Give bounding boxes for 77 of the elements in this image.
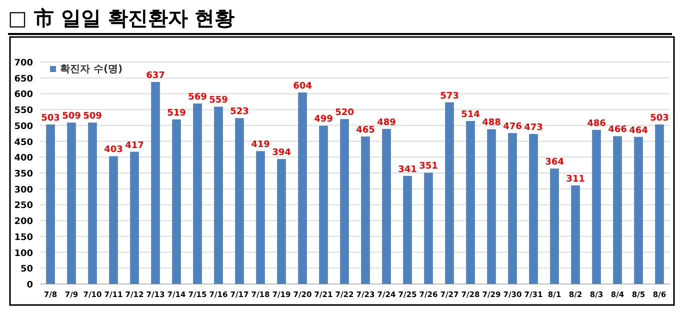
bar (550, 168, 559, 284)
data-label: 351 (419, 162, 438, 172)
data-label: 503 (650, 113, 669, 124)
y-tick-label: 250 (14, 201, 33, 212)
bar (508, 133, 517, 284)
bar (529, 134, 538, 284)
data-label: 499 (314, 114, 333, 125)
data-label: 417 (125, 140, 144, 151)
bar (424, 172, 433, 284)
data-label: 403 (104, 145, 123, 156)
data-label: 520 (335, 108, 354, 118)
data-label: 486 (587, 118, 606, 129)
bar (109, 156, 118, 284)
data-label: 489 (377, 118, 396, 128)
data-label: 519 (167, 108, 186, 118)
bar (277, 159, 286, 284)
data-label: 476 (503, 122, 522, 132)
y-tick-label: 300 (14, 185, 33, 196)
bar (88, 122, 97, 284)
data-label: 509 (83, 112, 102, 122)
bar (46, 124, 55, 284)
y-tick-label: 400 (14, 154, 33, 164)
y-tick-label: 150 (14, 232, 33, 243)
y-tick-label: 50 (20, 264, 33, 275)
bar (382, 128, 391, 284)
data-label: 573 (440, 91, 459, 102)
bar (403, 176, 412, 284)
bar (445, 102, 454, 284)
data-label: 419 (251, 140, 270, 150)
bar (592, 130, 601, 284)
legend-label: 확진자 수(명) (60, 64, 123, 75)
data-label: 311 (566, 174, 585, 184)
y-tick-label: 0 (26, 280, 33, 290)
y-tick-label: 700 (14, 58, 33, 68)
bar (655, 124, 664, 284)
y-tick-label: 650 (14, 74, 33, 84)
y-tick-label: 550 (14, 106, 33, 116)
bar (172, 119, 181, 284)
data-label: 341 (398, 164, 417, 175)
y-tick-label: 100 (14, 248, 33, 259)
data-label: 514 (461, 110, 480, 120)
chart-title: □ 市 일일 확진환자 현황 (8, 6, 235, 30)
bar (67, 122, 76, 284)
data-label: 509 (62, 112, 81, 122)
data-label: 465 (356, 126, 375, 136)
bar (235, 118, 244, 284)
bar (571, 185, 580, 284)
data-label: 637 (146, 70, 165, 81)
bar (151, 82, 160, 284)
data-label: 523 (230, 107, 249, 118)
data-label: 503 (41, 113, 60, 124)
bar (340, 119, 349, 284)
data-label: 394 (272, 148, 291, 158)
data-label: 473 (524, 122, 543, 133)
data-label: 464 (629, 126, 648, 136)
y-tick-label: 500 (14, 122, 33, 132)
bar (487, 129, 496, 284)
bar (214, 106, 223, 284)
bar (193, 104, 202, 284)
y-tick-label: 200 (14, 217, 33, 228)
bar (361, 136, 370, 284)
y-tick-label: 600 (14, 90, 33, 100)
data-label: 488 (482, 118, 501, 128)
bar (256, 151, 265, 284)
y-tick-label: 450 (14, 138, 33, 148)
bar (298, 92, 307, 284)
y-tick-label: 350 (14, 170, 33, 180)
bar (319, 126, 328, 284)
bar (130, 152, 139, 284)
data-label: 364 (545, 158, 564, 168)
data-label: 559 (209, 96, 228, 106)
data-label: 569 (188, 92, 207, 103)
data-label: 466 (608, 125, 627, 136)
bar (613, 136, 622, 284)
bar (634, 136, 643, 284)
data-label: 604 (293, 81, 312, 92)
bar (466, 120, 475, 284)
